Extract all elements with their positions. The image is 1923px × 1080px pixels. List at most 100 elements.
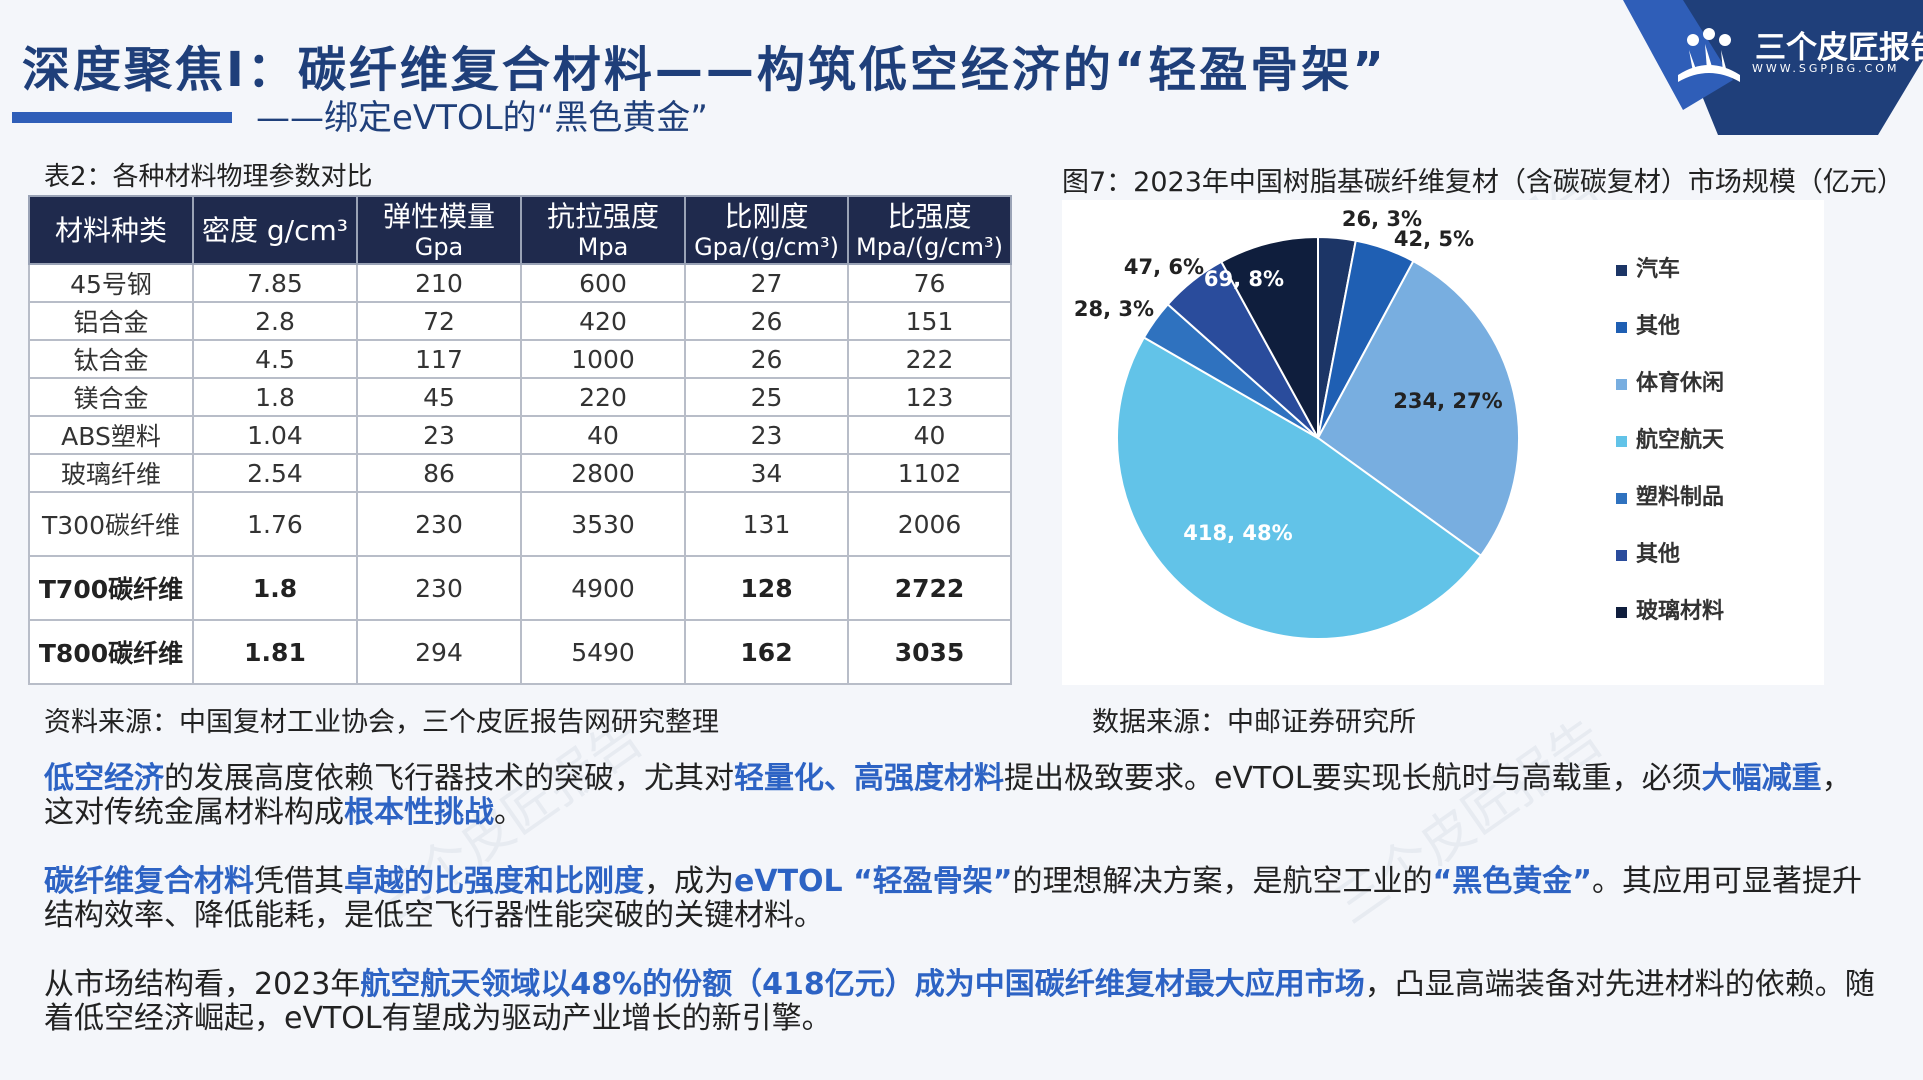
table-cell: 1.04 xyxy=(192,415,358,455)
table-cell: 230 xyxy=(356,555,522,621)
column-header: 比强度 Mpa/(g/cm³) xyxy=(847,195,1012,265)
highlight-text: 根本性挑战 xyxy=(344,795,494,830)
legend-swatch xyxy=(1616,493,1627,504)
table-row: 45号钢 7.85 210 600 27 76 xyxy=(28,263,1012,303)
table-cell: 1.81 xyxy=(192,619,358,685)
table-row: T300碳纤维 1.76 230 3530 131 2006 xyxy=(28,491,1012,557)
legend-label: 汽车 xyxy=(1636,256,1680,282)
pie-slice xyxy=(1219,235,1319,439)
data-label: 26, 3% xyxy=(1342,207,1422,231)
table-cell: 128 xyxy=(684,555,849,621)
table-cell: T300碳纤维 xyxy=(28,491,194,557)
table-cell: 220 xyxy=(520,377,686,417)
body-text: ，这对传统金属材料构成 xyxy=(44,761,1852,830)
highlight-text: 航空航天领域以48%的份额（418亿元）成为中国碳纤维复材最大应用市场 xyxy=(360,967,1365,1002)
table-cell: 5490 xyxy=(520,619,686,685)
body-text: 凭借其 xyxy=(254,864,344,899)
body-text: 的发展高度依赖飞行器技术的突破，尤其对 xyxy=(164,761,734,796)
table-row: 镁合金 1.8 45 220 25 123 xyxy=(28,377,1012,417)
table-cell: T800碳纤维 xyxy=(28,619,194,685)
data-label: 42, 5% xyxy=(1394,227,1474,251)
data-label: 418, 48% xyxy=(1183,521,1292,545)
legend-label: 航空航天 xyxy=(1636,427,1725,453)
table-cell: 3530 xyxy=(520,491,686,557)
legend-swatch xyxy=(1616,550,1627,561)
table-cell: 76 xyxy=(847,263,1012,303)
page-title: 深度聚焦I：碳纤维复合材料——构筑低空经济的“轻盈骨架” xyxy=(22,42,1387,98)
table-cell: 151 xyxy=(847,301,1012,341)
chart-title: 图7：2023年中国树脂基碳纤维复材（含碳碳复材）市场规模（亿元） xyxy=(1062,167,1904,198)
table-row: 钛合金 4.5 117 1000 26 222 xyxy=(28,339,1012,379)
table-cell: 钛合金 xyxy=(28,339,194,379)
table-row: T700碳纤维 1.8 230 4900 128 2722 xyxy=(28,555,1012,621)
highlight-text: 碳纤维复合材料 xyxy=(44,864,254,899)
table-caption: 表2：各种材料物理参数对比 xyxy=(44,162,373,192)
highlight-text: 低空经济 xyxy=(44,761,164,796)
legend-swatch xyxy=(1616,322,1627,333)
table-cell: 玻璃纤维 xyxy=(28,453,194,493)
table-header-row: 材料种类 密度 g/cm³ 弹性模量 Gpa 抗拉强度 Mpa 比刚度 Gpa/(g/… xyxy=(28,195,1012,265)
logo-text: 三个皮匠报告 xyxy=(1755,30,1923,66)
paragraph-2: 碳纤维复合材料凭借其卓越的比强度和比刚度，成为eVTOL “轻盈骨架”的理想解决… xyxy=(44,865,1879,933)
pie-chart-container: 26, 3% 42, 5% 234, 27% 418, 48% 28, 3% 47, 6%… xyxy=(1062,200,1824,685)
table-cell: 45号钢 xyxy=(28,263,194,303)
table-cell: 1102 xyxy=(847,453,1012,493)
table-cell: 3035 xyxy=(847,619,1012,685)
data-label: 28, 3% xyxy=(1074,297,1154,321)
book-people-icon xyxy=(1678,28,1740,82)
column-header: 弹性模量 Gpa xyxy=(356,195,522,265)
table-cell: 40 xyxy=(847,415,1012,455)
table-row: 铝合金 2.8 72 420 26 151 xyxy=(28,301,1012,341)
logo-url: WWW.SGPJBG.COM xyxy=(1752,62,1900,75)
pie-slice xyxy=(1116,336,1483,640)
paragraph-3: 从市场结构看，2023年航空航天领域以48%的份额（418亿元）成为中国碳纤维复… xyxy=(44,968,1879,1036)
data-label: 234, 27% xyxy=(1393,389,1502,413)
paragraph-1: 低空经济的发展高度依赖飞行器技术的突破，尤其对轻量化、高强度材料提出极致要求。e… xyxy=(44,762,1879,830)
body-text: ，成为 xyxy=(644,864,734,899)
table-cell: 230 xyxy=(356,491,522,557)
table-cell: ABS塑料 xyxy=(28,415,194,455)
legend-label: 玻璃材料 xyxy=(1636,598,1724,624)
table-cell: 131 xyxy=(684,491,849,557)
table-cell: 23 xyxy=(356,415,522,455)
table-cell: 45 xyxy=(356,377,522,417)
table-cell: 26 xyxy=(684,301,849,341)
body-text: 。 xyxy=(494,795,524,830)
legend-swatch xyxy=(1616,379,1627,390)
body-text: 从市场结构看，2023年 xyxy=(44,967,361,1002)
column-header: 比刚度 Gpa/(g/cm³) xyxy=(684,195,849,265)
table-cell: 1000 xyxy=(520,339,686,379)
table-cell: 7.85 xyxy=(192,263,358,303)
table-cell: 4.5 xyxy=(192,339,358,379)
body-text: 提出极致要求。eVTOL要实现长航时与高载重，必须 xyxy=(1004,761,1702,796)
table-cell: 210 xyxy=(356,263,522,303)
table-cell: 2722 xyxy=(847,555,1012,621)
legend-label: 其他 xyxy=(1636,542,1680,567)
table-cell: 2006 xyxy=(847,491,1012,557)
table-cell: 23 xyxy=(684,415,849,455)
table-cell: 34 xyxy=(684,453,849,493)
table-cell: 86 xyxy=(356,453,522,493)
table-cell: 25 xyxy=(684,377,849,417)
table-cell: 600 xyxy=(520,263,686,303)
table-cell: 72 xyxy=(356,301,522,341)
table-cell: 镁合金 xyxy=(28,377,194,417)
table-cell: 27 xyxy=(684,263,849,303)
table-cell: 222 xyxy=(847,339,1012,379)
table-row: T800碳纤维 1.81 294 5490 162 3035 xyxy=(28,619,1012,685)
table-cell: 420 xyxy=(520,301,686,341)
table-cell: T700碳纤维 xyxy=(28,555,194,621)
table-cell: 26 xyxy=(684,339,849,379)
materials-table: 材料种类 密度 g/cm³ 弹性模量 Gpa 抗拉强度 Mpa 比刚度 Gpa/(g/… xyxy=(28,195,1012,685)
pie-slice xyxy=(1316,259,1520,558)
table-cell: 1.8 xyxy=(192,377,358,417)
data-label: 47, 6% xyxy=(1124,255,1204,279)
pie-chart: 26, 3%42, 5% 234, 27% 418, 48% 28, 3% 47, 6%… xyxy=(1074,207,1725,640)
legend-swatch xyxy=(1616,607,1627,618)
highlight-text: 大幅减重 xyxy=(1701,761,1822,796)
highlight-text: eVTOL “轻盈骨架” xyxy=(734,864,1013,899)
table-source: 资料来源：中国复材工业协会，三个皮匠报告网研究整理 xyxy=(44,707,719,738)
table-row: 玻璃纤维 2.54 86 2800 34 1102 xyxy=(28,453,1012,493)
legend-swatch xyxy=(1616,436,1627,447)
table-row: ABS塑料 1.04 23 40 23 40 xyxy=(28,415,1012,455)
